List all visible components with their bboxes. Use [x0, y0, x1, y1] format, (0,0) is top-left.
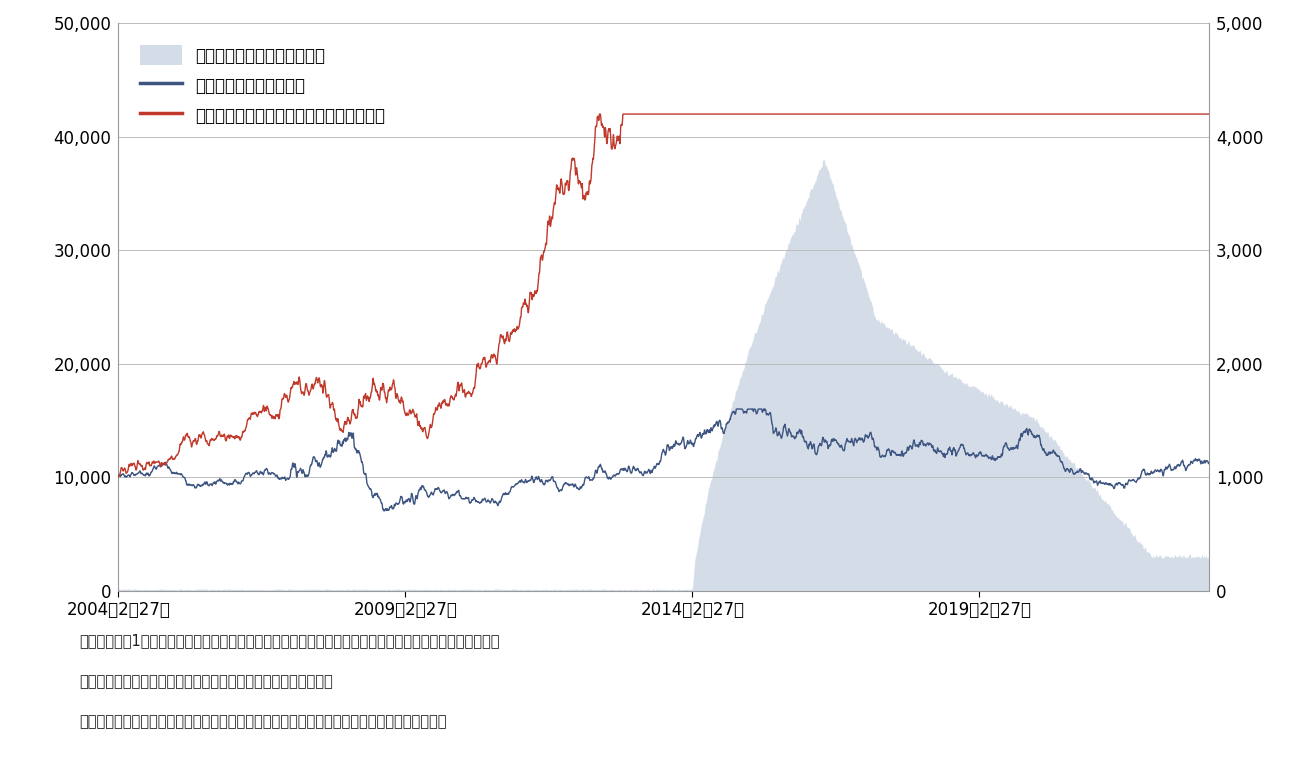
Text: ・信託報酬率は、後記の「ファンドの費用」に記載しています。: ・信託報酬率は、後記の「ファンドの費用」に記載しています。	[79, 674, 332, 688]
Legend: 純資産総額（億円）【右軸】, 基準価額（円）【左軸】, 基準価額（分配金再投資）（円）【左軸】: 純資産総額（億円）【右軸】, 基準価額（円）【左軸】, 基準価額（分配金再投資）…	[126, 32, 398, 139]
Text: ・基準価額（分配金再投資）は、分配金（税引前）を再投資したものとして計算しています。: ・基準価額（分配金再投資）は、分配金（税引前）を再投資したものとして計算していま…	[79, 714, 447, 729]
Text: ・基準価額（1万口当たり）、基準価額（分配金再投資）は、運用管理費用（信託報酬）控除後の値です。: ・基準価額（1万口当たり）、基準価額（分配金再投資）は、運用管理費用（信託報酬）…	[79, 633, 499, 648]
